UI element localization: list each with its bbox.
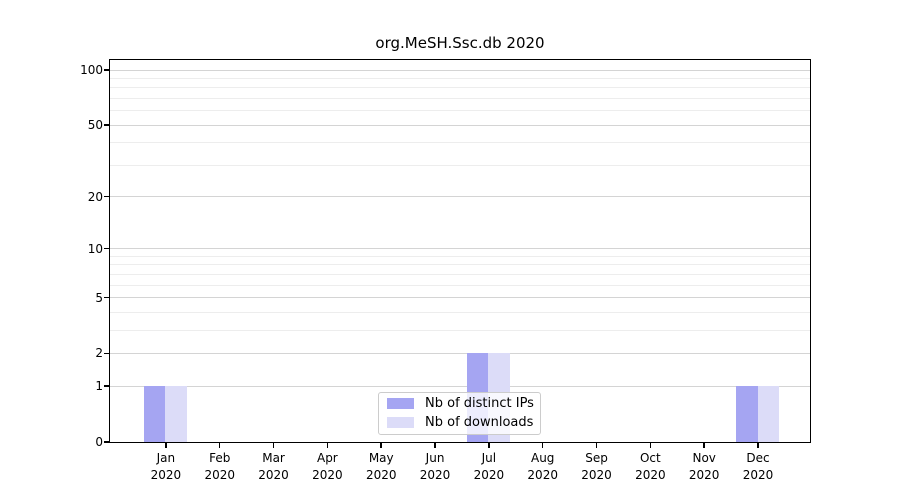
legend-label-distinct-ips: Nb of distinct IPs [425, 396, 534, 411]
x-tick-label: Feb 2020 [204, 451, 235, 482]
chart-title: org.MeSH.Ssc.db 2020 [375, 34, 545, 52]
x-tick-label: May 2020 [365, 451, 397, 482]
gridline-minor [110, 164, 810, 166]
gridline-minor [110, 284, 810, 286]
gridline-minor [110, 87, 810, 89]
x-tick-mark [757, 442, 759, 448]
x-tick-mark [434, 442, 436, 448]
gridline-minor [110, 311, 810, 313]
gridline-major [110, 69, 810, 71]
y-tick-mark [103, 247, 109, 250]
gridline-minor [110, 142, 810, 144]
gridline-minor [110, 264, 810, 266]
x-tick-mark [488, 442, 490, 448]
x-tick-label: Jan 2020 [150, 451, 182, 482]
y-tick-label: 20 [87, 189, 103, 204]
gridline-minor [110, 329, 810, 331]
legend-swatch-distinct-ips [387, 398, 414, 409]
gridline-major [110, 297, 810, 299]
y-tick-label: 0 [95, 435, 103, 449]
legend-item-distinct-ips: Nb of distinct IPs [379, 396, 540, 411]
y-tick-mark [103, 385, 109, 387]
gridline-minor [110, 273, 810, 275]
x-tick-mark [272, 442, 275, 448]
x-tick-label: Mar 2020 [258, 451, 289, 482]
bar-distinct-ips [143, 385, 166, 442]
y-tick-mark [103, 195, 109, 198]
x-tick-mark [649, 442, 652, 448]
bar-downloads [757, 385, 780, 442]
x-tick-label: Jun 2020 [419, 451, 451, 482]
x-tick-label: Aug 2020 [527, 451, 558, 482]
x-tick-mark [165, 442, 167, 448]
legend-swatch-downloads [387, 417, 414, 428]
y-tick-label: 1 [95, 379, 103, 394]
gridline-minor [110, 110, 810, 112]
y-tick-mark [103, 69, 109, 71]
x-tick-mark [380, 442, 382, 448]
y-tick-label: 10 [87, 241, 103, 256]
gridline-major [110, 352, 810, 354]
gridline-minor [110, 77, 810, 79]
gridline-major [110, 248, 810, 250]
y-tick-mark [103, 441, 109, 443]
gridline-major [110, 196, 810, 198]
bar-downloads [165, 385, 187, 442]
x-tick-label: Dec 2020 [742, 451, 774, 482]
gridline-major [110, 124, 810, 126]
x-tick-mark [218, 442, 221, 448]
y-tick-label: 100 [80, 63, 103, 77]
legend-item-downloads: Nb of downloads [379, 415, 540, 430]
x-tick-mark [703, 442, 705, 448]
x-tick-mark [595, 442, 598, 448]
x-tick-label: Apr 2020 [312, 451, 343, 482]
y-tick-mark [103, 124, 109, 126]
y-tick-label: 50 [87, 118, 103, 133]
legend-label-downloads: Nb of downloads [425, 415, 534, 430]
y-tick-mark [103, 296, 109, 299]
gridline-minor [110, 97, 810, 99]
x-tick-label: Sep 2020 [581, 451, 612, 482]
gridline-minor [110, 255, 810, 257]
y-tick-label: 2 [95, 346, 103, 361]
y-tick-mark [103, 352, 109, 355]
x-tick-label: Nov 2020 [688, 451, 720, 482]
x-tick-mark [541, 442, 544, 448]
y-tick-label: 5 [95, 290, 103, 305]
x-tick-label: Jul 2020 [473, 451, 505, 482]
plot-area: Nb of distinct IPs Nb of downloads [109, 58, 811, 443]
x-tick-label: Oct 2020 [635, 451, 666, 482]
x-tick-mark [326, 442, 329, 448]
legend: Nb of distinct IPs Nb of downloads [378, 391, 541, 435]
gridline-major [110, 385, 810, 387]
bar-distinct-ips [736, 385, 758, 442]
